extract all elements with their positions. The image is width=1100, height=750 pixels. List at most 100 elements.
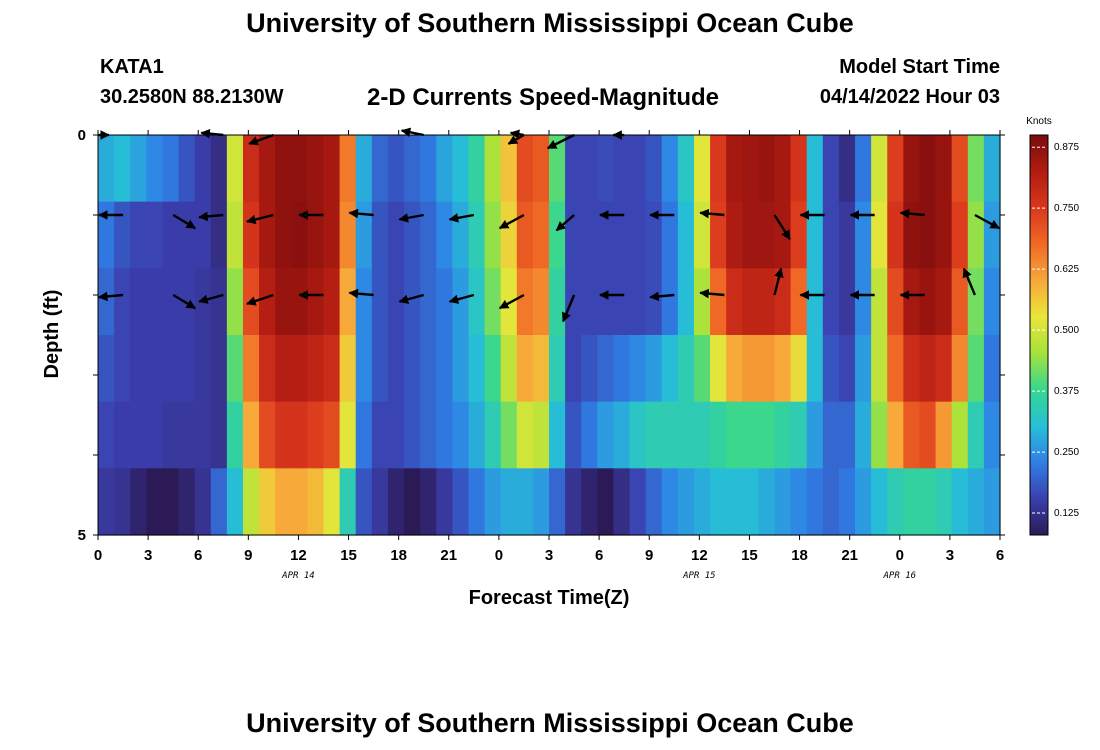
heatmap-cell <box>275 401 292 469</box>
current-arrow <box>248 133 274 146</box>
heatmap-cell <box>162 468 180 536</box>
heatmap-cell <box>371 335 389 403</box>
heatmap-cell <box>677 335 695 403</box>
heatmap-cell <box>130 335 147 403</box>
heatmap-cell <box>887 335 904 403</box>
heatmap-cell <box>919 201 937 269</box>
heatmap-cell <box>919 468 937 536</box>
heatmap-cell <box>404 401 421 469</box>
heatmap-cell <box>130 401 147 469</box>
heatmap-cell <box>565 401 582 469</box>
x-tick-label: 6 <box>194 547 202 564</box>
heatmap-cell <box>565 201 582 269</box>
heatmap-cell <box>822 468 840 536</box>
current-arrow <box>773 267 784 296</box>
heatmap-cell <box>613 468 631 536</box>
heatmap-cell <box>549 135 566 203</box>
x-tick-label: 15 <box>741 547 758 564</box>
heatmap-cell <box>500 135 518 203</box>
heatmap-cell <box>146 401 164 469</box>
heatmap-cell <box>162 201 180 269</box>
heatmap-cell <box>951 268 969 336</box>
heatmap-cell <box>178 468 196 536</box>
heatmap-cell <box>307 468 325 536</box>
heatmap-cell <box>887 268 904 336</box>
x-tick-label: 21 <box>440 547 457 564</box>
colorbar-label: Knots <box>1026 116 1052 127</box>
heatmap-cell <box>146 201 164 269</box>
y-axis: 05 <box>78 127 1005 544</box>
heatmap-cell <box>323 201 341 269</box>
heatmap-cell <box>130 201 147 269</box>
current-arrow <box>97 291 124 302</box>
current-arrow <box>172 293 197 310</box>
colorbar-tick-label: 0.125 <box>1054 508 1079 519</box>
heatmap-cell <box>162 268 180 336</box>
current-arrow <box>507 133 525 145</box>
heatmap-cell <box>210 401 228 469</box>
heatmap-cell <box>645 135 663 203</box>
heatmap-cell <box>887 201 904 269</box>
chart-title: University of Southern Mississippi Ocean… <box>246 8 854 38</box>
heatmap-cell <box>726 268 743 336</box>
heatmap-cell <box>194 401 212 469</box>
heatmap-cell <box>436 268 453 336</box>
current-arrow <box>400 127 424 138</box>
heatmap-cell <box>742 401 759 469</box>
heatmap-cell <box>838 201 856 269</box>
heatmap-cell <box>661 401 679 469</box>
heatmap-cell <box>468 468 486 536</box>
heatmap-cell <box>790 401 808 469</box>
heatmap-cell <box>194 201 212 269</box>
heatmap-cell <box>226 468 244 536</box>
heatmap-cell <box>645 268 663 336</box>
heatmap-cell <box>210 201 228 269</box>
heatmap-cell <box>355 201 373 269</box>
heatmap-cell <box>98 335 115 403</box>
heatmap-cell <box>871 201 888 269</box>
heatmap-cell <box>484 401 502 469</box>
current-arrow <box>962 267 977 296</box>
heatmap-cell <box>967 401 985 469</box>
heatmap-cell <box>629 335 647 403</box>
heatmap-cell <box>951 335 969 403</box>
x-tick-label: 18 <box>791 547 808 564</box>
heatmap-cell <box>661 468 679 536</box>
heatmap-cell <box>565 468 582 536</box>
heatmap-cell <box>967 468 985 536</box>
heatmap-cell <box>291 268 308 336</box>
heatmap-cell <box>935 201 953 269</box>
heatmap-cell <box>387 401 405 469</box>
heatmap-cell <box>452 335 470 403</box>
heatmap-cell <box>98 268 115 336</box>
heatmap-cell <box>951 201 969 269</box>
heatmap-cell <box>935 401 953 469</box>
heatmap-cell <box>355 335 373 403</box>
heatmap-cell <box>919 335 937 403</box>
x-tick-label: 6 <box>595 547 603 564</box>
heatmap-cell <box>549 268 566 336</box>
current-arrow <box>555 214 575 232</box>
heatmap-cell <box>661 201 679 269</box>
heatmap-cell <box>951 401 969 469</box>
colorbar: Knots 0.125 0.250 0.375 0.500 0.625 0.750 0.875 <box>1026 116 1079 536</box>
heatmap-cell <box>742 268 759 336</box>
heatmap-cell <box>774 135 792 203</box>
heatmap-cell <box>516 268 534 336</box>
heatmap-cell <box>275 268 292 336</box>
heatmap-cell <box>259 335 276 403</box>
heatmap-cell <box>275 335 292 403</box>
heatmap-cell <box>677 268 695 336</box>
heatmap-cell <box>983 268 1001 336</box>
heatmap-cell <box>677 401 695 469</box>
heatmap-cell <box>549 201 566 269</box>
heatmap-cell <box>710 401 727 469</box>
heatmap-cell <box>339 335 357 403</box>
chart-subtitle: 2-D Currents Speed-Magnitude <box>367 84 720 111</box>
heatmap-cell <box>484 201 502 269</box>
heatmap-cell <box>710 468 727 536</box>
x-tick-label: 15 <box>340 547 357 564</box>
heatmap-cell <box>436 201 453 269</box>
current-arrow <box>899 208 925 219</box>
